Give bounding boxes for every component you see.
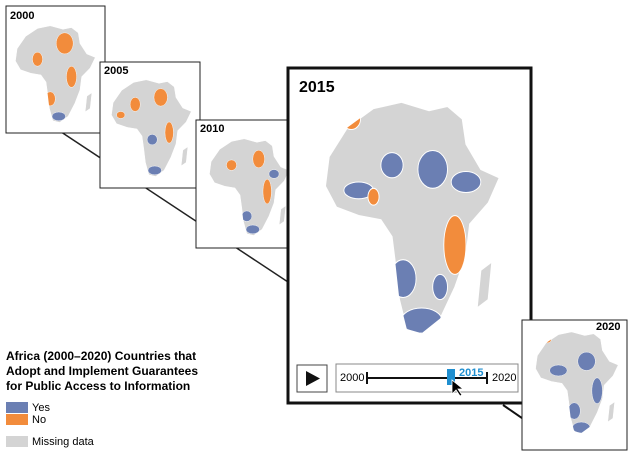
year-label: 2010: [200, 123, 224, 135]
region: [146, 134, 158, 146]
region: [591, 377, 603, 404]
region: [549, 364, 568, 377]
legend-title: Africa (2000–2020) Countries that: [6, 349, 196, 363]
year-label: 2020: [596, 321, 620, 333]
region: [116, 111, 126, 119]
region: [32, 51, 43, 67]
region: [252, 149, 265, 169]
region: [129, 97, 141, 112]
slider-start: 2000: [340, 372, 364, 384]
region: [380, 152, 404, 179]
slider-end: 2020: [492, 372, 516, 384]
region: [226, 159, 237, 171]
map-frame: 2010: [195, 119, 295, 249]
region: [147, 165, 162, 176]
region: [577, 351, 596, 371]
region: [262, 179, 272, 205]
slider-current: 2015: [459, 367, 483, 379]
connector: [39, 117, 289, 283]
map-frame: 2005: [99, 61, 201, 189]
legend-swatch: [6, 414, 28, 425]
slider-handle[interactable]: [447, 369, 455, 385]
legend-label: Missing data: [32, 436, 95, 448]
legend-swatch: [6, 436, 28, 447]
play-icon: [306, 371, 320, 386]
legend-label: No: [32, 414, 46, 426]
legend: Africa (2000–2020) Countries that Adopt …: [6, 349, 198, 448]
region: [241, 210, 253, 222]
region: [153, 88, 168, 107]
legend-swatch: [6, 402, 28, 413]
region: [66, 66, 77, 88]
region: [245, 224, 260, 235]
region: [51, 111, 66, 122]
region: [164, 121, 174, 144]
region: [450, 170, 482, 194]
year-label: 2005: [104, 65, 128, 77]
region: [367, 187, 380, 206]
region: [55, 32, 74, 55]
legend-title: for Public Access to Information: [6, 379, 190, 393]
region: [268, 169, 280, 179]
map-frame: 2015 2000 2015 2020: [286, 66, 533, 405]
year-label: 2015: [299, 79, 335, 96]
region: [432, 273, 448, 301]
year-label: 2000: [10, 10, 34, 22]
legend-title: Adopt and Implement Guarantees: [6, 364, 198, 378]
cursor: [451, 379, 465, 397]
region: [443, 215, 467, 275]
legend-label: Yes: [32, 402, 50, 414]
map-frame: 2000: [5, 5, 106, 134]
region: [417, 149, 448, 189]
map-frame: 2020: [521, 319, 628, 451]
